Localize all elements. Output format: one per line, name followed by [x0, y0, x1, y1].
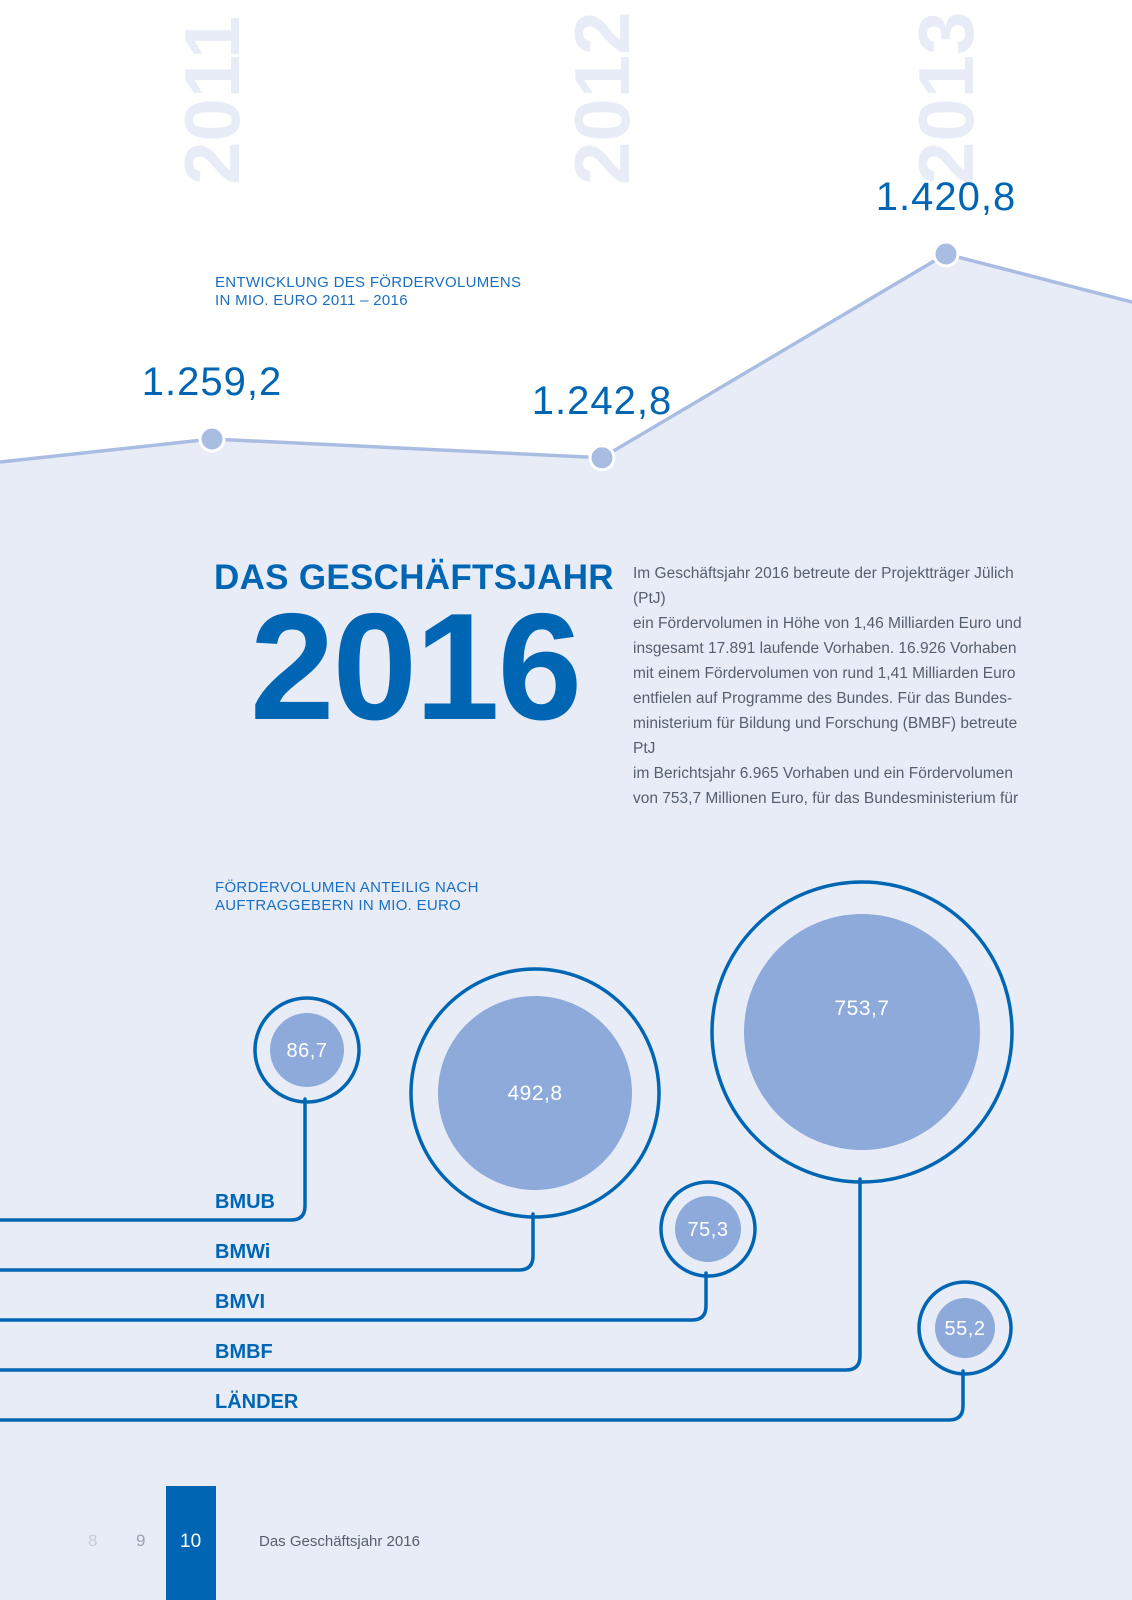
ring-bmwi [409, 967, 661, 1219]
bubble-bmvi [675, 1196, 741, 1262]
connector-bmvi [0, 1271, 708, 1322]
bubble-bmub [270, 1013, 344, 1087]
intro-line: im Berichtsjahr 6.965 Vorhaben und ein F… [633, 765, 1013, 782]
volume-chart-title: ENTWICKLUNG DES FÖRDERVOLUMENS IN MIO. E… [215, 274, 521, 310]
bubble-value-länder: 55,2 [945, 1318, 986, 1340]
bubble-value-bmvi: 75,3 [688, 1219, 729, 1241]
intro-line: insgesamt 17.891 laufende Vorhaben. 16.9… [633, 640, 1017, 657]
year-watermark-2013: 2013 [902, 11, 990, 185]
year-watermark-2012: 2012 [558, 11, 646, 185]
bubble-value-bmub: 86,7 [287, 1040, 328, 1062]
row-label-bmbf: BMBF [215, 1341, 273, 1363]
intro-line: entfielen auf Programme des Bundes. Für … [633, 690, 1013, 707]
connector-bmub [0, 1097, 307, 1222]
bubble-bmbf [744, 914, 980, 1150]
bubble-bmwi [438, 996, 632, 1190]
ring-länder [917, 1280, 1013, 1376]
intro-paragraph: Im Geschäftsjahr 2016 betreute der Proje… [633, 561, 1033, 811]
ring-bmvi [659, 1180, 757, 1278]
intro-line: ministerium für Bildung und Forschung (B… [633, 715, 1018, 757]
intro-line: mit einem Fördervolumen von rund 1,41 Mi… [633, 665, 1016, 682]
footer-active-page-marker [166, 1486, 216, 1600]
connector-bmbf [0, 1177, 862, 1372]
footer-page-9[interactable]: 9 [136, 1531, 146, 1550]
row-label-bmub: BMUB [215, 1191, 275, 1213]
share-chart-title-line1: FÖRDERVOLUMEN ANTEILIG NACH [215, 879, 479, 896]
row-label-bmvi: BMVI [215, 1291, 265, 1313]
data-point-2011 [198, 425, 226, 453]
volume-chart-title-line1: ENTWICKLUNG DES FÖRDERVOLUMENS [215, 274, 522, 291]
section-heading: DAS GESCHÄFTSJAHR [214, 558, 614, 597]
value-label-2012: 1.242,8 [532, 379, 672, 423]
value-label-2013: 1.420,8 [876, 175, 1016, 219]
footer-page-8[interactable]: 8 [88, 1531, 98, 1550]
ring-bmbf [710, 880, 1014, 1184]
bubble-value-bmbf: 753,7 [834, 997, 889, 1020]
footer-section-title: Das Geschäftsjahr 2016 [259, 1533, 420, 1550]
footer-page-10[interactable]: 10 [180, 1531, 202, 1552]
year-watermark-2011: 2011 [168, 16, 256, 185]
share-chart-title: FÖRDERVOLUMEN ANTEILIG NACH AUFTRAGGEBER… [215, 879, 479, 915]
volume-chart-title-line2: IN MIO. EURO 2011 – 2016 [215, 292, 408, 309]
intro-line: ein Fördervolumen in Höhe von 1,46 Milli… [633, 615, 1022, 632]
connector-länder [0, 1369, 965, 1422]
connector-bmwi [0, 1212, 535, 1272]
development-area [0, 254, 1132, 1600]
ring-bmub [253, 996, 361, 1104]
data-point-2012 [588, 444, 616, 472]
row-label-länder: LÄNDER [215, 1390, 299, 1413]
value-label-2011: 1.259,2 [142, 360, 282, 404]
intro-line: Im Geschäftsjahr 2016 betreute der Proje… [633, 565, 1014, 607]
intro-line: von 753,7 Millionen Euro, für das Bundes… [633, 790, 1019, 807]
row-label-bmwi: BMWi [215, 1241, 270, 1263]
section-year: 2016 [250, 582, 582, 752]
data-point-2013 [932, 240, 960, 268]
bubble-value-bmwi: 492,8 [507, 1082, 562, 1105]
bubble-länder [935, 1298, 995, 1358]
share-chart-title-line2: AUFTRAGGEBERN IN MIO. EURO [215, 897, 462, 914]
